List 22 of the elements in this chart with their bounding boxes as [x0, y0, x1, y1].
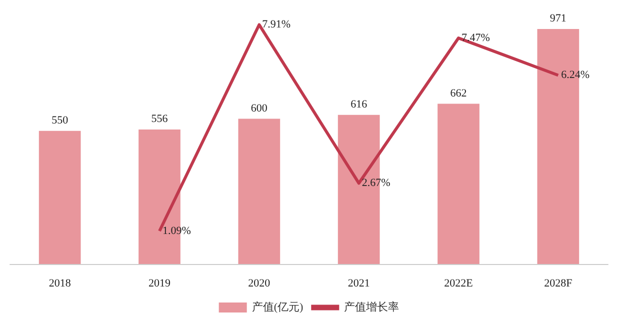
x-tick-label: 2022E — [444, 278, 474, 290]
data-label: 556 — [151, 112, 168, 125]
x-tick-label: 2019 — [148, 278, 171, 290]
data-label: 6.24% — [561, 69, 590, 82]
x-tick-label: 2018 — [48, 278, 72, 290]
bar — [38, 130, 81, 264]
x-tick-label: 2028F — [544, 278, 572, 290]
legend-label: 产值(亿元) — [252, 300, 304, 314]
legend-label: 产值增长率 — [344, 300, 400, 314]
data-label: 7.91% — [262, 18, 291, 31]
data-label: 600 — [250, 102, 268, 114]
data-label: 550 — [52, 114, 69, 126]
data-label: 971 — [550, 12, 566, 25]
bar — [438, 104, 480, 264]
bar — [238, 118, 280, 264]
data-label: 2.67% — [362, 177, 390, 190]
data-label: 616 — [350, 98, 368, 110]
data-label: 662 — [450, 87, 467, 100]
x-tick-label: 2020 — [248, 278, 271, 290]
data-label: 1.09% — [162, 225, 191, 238]
data-label: 7.47% — [462, 32, 490, 44]
x-tick-label: 2021 — [348, 278, 370, 290]
